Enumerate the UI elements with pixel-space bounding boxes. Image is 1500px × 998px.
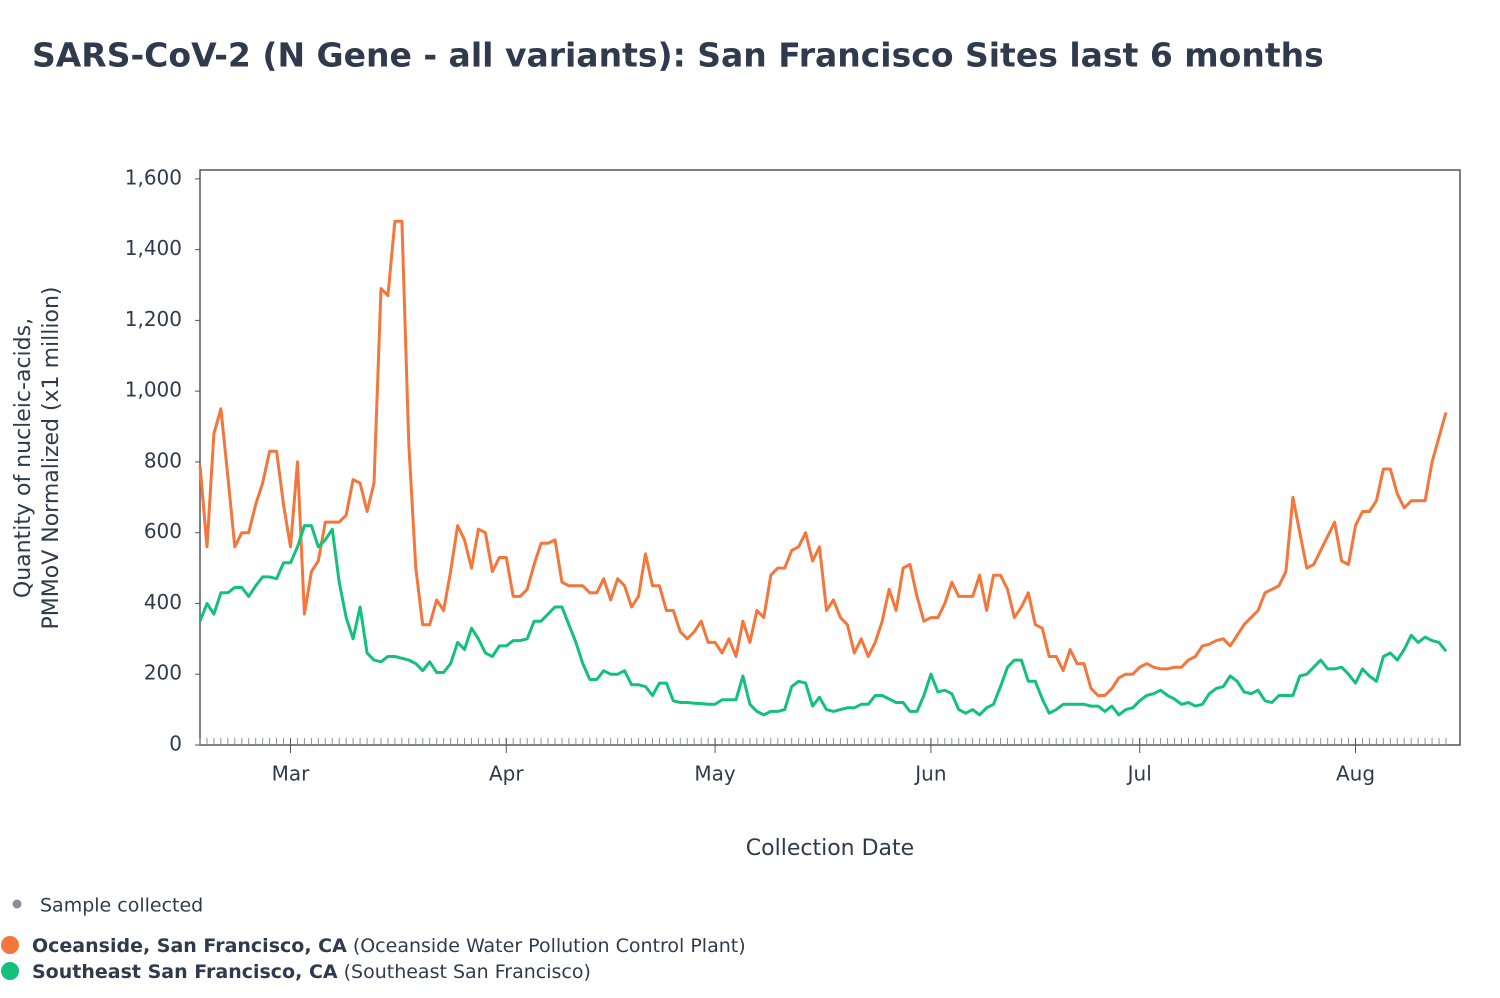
y-tick-label: 600 (144, 519, 182, 543)
x-tick-label: Apr (489, 762, 524, 786)
legend-name: Southeast San Francisco, CA (32, 961, 338, 983)
legend-swatch (1, 962, 19, 980)
y-tick-label: 1,400 (125, 236, 182, 260)
plot-frame (199, 169, 1461, 746)
y-tick-label: 400 (144, 590, 182, 614)
legend-site: (Oceanside Water Pollution Control Plant… (353, 935, 746, 957)
y-tick-label: 200 (144, 661, 182, 685)
x-tick-label: Jul (1126, 762, 1152, 786)
series-line (198, 219, 1448, 697)
x-tick-label: Jun (913, 762, 946, 786)
y-tick-label: 1,600 (125, 165, 182, 189)
y-axis-label: Quantity of nucleic-acids, PMMoV Normali… (11, 287, 64, 630)
legend-swatch (1, 936, 19, 954)
y-axis-label-line: Quantity of nucleic-acids, (11, 318, 36, 598)
marker-legend-dot (12, 899, 22, 909)
legend-name: Oceanside, San Francisco, CA (32, 935, 347, 957)
x-tick-label: May (694, 762, 736, 786)
legend-site: (Southeast San Francisco) (344, 961, 591, 983)
x-tick-label: Mar (272, 762, 311, 786)
series-line (198, 524, 1448, 717)
marker-legend-label: Sample collected (40, 895, 203, 917)
y-axis-label-line: PMMoV Normalized (x1 million) (39, 287, 64, 630)
y-tick-label: 800 (144, 448, 182, 472)
legend-entry: Southeast San Francisco, CA (Southeast Sa… (32, 961, 591, 983)
chart-title: SARS-CoV-2 (N Gene - all variants): San … (32, 36, 1324, 75)
legend-entry: Oceanside, San Francisco, CA (Oceanside W… (32, 935, 746, 957)
y-tick-label: 0 (169, 732, 182, 756)
x-axis-label: Collection Date (746, 836, 914, 861)
y-tick-label: 1,000 (125, 378, 182, 402)
x-tick-label: Aug (1336, 762, 1375, 786)
y-tick-label: 1,200 (125, 307, 182, 331)
